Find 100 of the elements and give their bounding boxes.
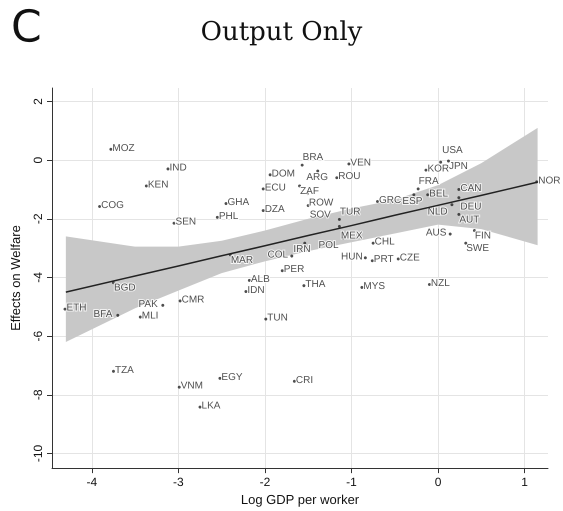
data-label: IRN <box>293 244 311 256</box>
data-label: TZA <box>114 364 134 376</box>
data-label: TUR <box>340 206 360 218</box>
data-label: BFA <box>93 308 113 320</box>
data-label: BEL <box>429 188 449 200</box>
point <box>264 318 268 321</box>
x-tick-label: -3 <box>173 475 184 490</box>
data-label: FIN <box>474 230 492 242</box>
data-label: DEU <box>460 202 482 213</box>
x-tick-label: 1 <box>521 475 528 490</box>
y-tick-label: -10 <box>31 444 45 462</box>
data-label: AUT <box>459 214 480 226</box>
point <box>450 203 454 206</box>
data-label: IDN <box>247 285 265 296</box>
data-label: THA <box>305 279 326 290</box>
data-label: COG <box>101 200 124 211</box>
data-label: COL <box>267 250 288 261</box>
x-axis-title: Log GDP per worker <box>240 492 360 507</box>
data-label: CMR <box>182 294 204 306</box>
y-tick-label: -6 <box>31 330 45 342</box>
point <box>457 196 460 200</box>
data-label: PHL <box>218 210 239 222</box>
data-label: KOR <box>427 164 450 175</box>
data-label: ETH <box>66 302 86 314</box>
point <box>178 299 182 302</box>
point <box>300 164 304 167</box>
data-label: VEN <box>350 157 371 168</box>
data-label: AUS <box>426 228 447 239</box>
data-label: MAR <box>230 254 254 266</box>
data-label: ALB <box>250 274 270 285</box>
data-label: CAN <box>460 182 482 194</box>
point <box>364 256 367 260</box>
data-label: POL <box>318 240 339 252</box>
data-label: CZE <box>400 252 420 264</box>
data-label: CHL <box>374 236 396 248</box>
data-label: ROU <box>338 171 361 182</box>
data-label: NLD <box>428 206 448 218</box>
data-label: MYS <box>363 280 386 292</box>
point <box>112 370 115 373</box>
data-label: PAK <box>138 298 158 310</box>
data-label: MOZ <box>112 142 135 154</box>
x-tick-label: -1 <box>346 475 358 490</box>
point <box>416 187 420 190</box>
data-label: SEN <box>176 216 196 228</box>
point <box>244 290 248 294</box>
point <box>262 209 265 212</box>
point <box>448 232 452 236</box>
point <box>370 259 374 262</box>
data-label: ARG <box>306 172 328 183</box>
point <box>144 184 148 188</box>
point <box>280 269 284 272</box>
point <box>302 284 306 288</box>
data-label: SWE <box>466 243 490 254</box>
point <box>376 200 379 203</box>
point <box>457 212 460 216</box>
x-tick-label: -2 <box>260 475 271 490</box>
data-label: ECU <box>264 182 286 194</box>
data-label: JPN <box>448 161 468 172</box>
point <box>360 286 364 289</box>
data-label: BRA <box>302 152 324 164</box>
data-label: EGY <box>221 372 243 383</box>
data-label: ZAF <box>300 186 319 197</box>
point <box>338 218 341 221</box>
data-label: ROW <box>308 198 334 209</box>
point <box>457 188 460 191</box>
data-label: NOR <box>538 175 560 186</box>
data-label: GHA <box>227 197 250 208</box>
data-label: TUN <box>267 312 288 324</box>
point <box>372 242 375 245</box>
point <box>262 187 265 190</box>
point <box>439 160 442 164</box>
data-label: USA <box>442 145 464 156</box>
data-label: KEN <box>148 179 168 190</box>
data-label: ESP <box>402 196 423 207</box>
data-label: GRC <box>378 195 402 206</box>
y-tick-label: -4 <box>31 272 45 283</box>
point <box>116 314 120 317</box>
point <box>161 304 164 307</box>
y-tick-label: 2 <box>31 98 45 105</box>
data-label: MLI <box>142 310 158 322</box>
point <box>224 202 228 206</box>
point <box>166 167 170 170</box>
y-axis-title: Effects on Welfare <box>8 225 23 331</box>
text: C <box>11 2 42 52</box>
y-tick-label: -2 <box>31 213 45 224</box>
data-label: LKA <box>202 400 221 412</box>
point <box>335 176 338 180</box>
x-tick-label: 0 <box>434 475 442 490</box>
y-tick-label: -8 <box>31 389 45 400</box>
point <box>428 283 431 286</box>
data-label: IND <box>169 162 187 174</box>
data-label: PER <box>284 264 304 276</box>
data-label: BGD <box>114 282 136 294</box>
point <box>424 168 428 172</box>
data-label: DZA <box>264 204 286 216</box>
data-label: PRT <box>374 254 394 266</box>
point <box>290 254 294 258</box>
y-tick-label: 0 <box>31 156 45 164</box>
point <box>347 162 350 166</box>
point <box>216 216 219 219</box>
